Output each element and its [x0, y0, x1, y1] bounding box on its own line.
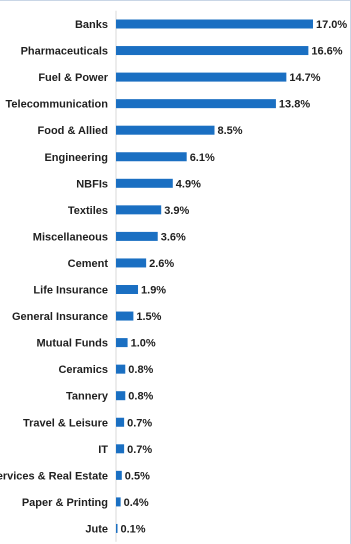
category-label: Food & Allied	[38, 125, 108, 137]
bar	[116, 19, 313, 29]
value-label: 3.9%	[164, 205, 189, 217]
category-label: Jute	[85, 523, 108, 535]
category-label: Miscellaneous	[33, 231, 108, 243]
bar	[116, 523, 118, 533]
category-label: Cement	[68, 258, 109, 270]
value-label: 0.7%	[127, 444, 152, 456]
category-label: Banks	[75, 19, 108, 31]
bar	[116, 497, 121, 507]
bar	[116, 178, 173, 188]
bar	[116, 72, 287, 82]
value-label: 16.6%	[311, 46, 342, 58]
value-label: 2.6%	[149, 258, 174, 270]
value-label: 0.1%	[121, 523, 146, 535]
bar	[116, 99, 276, 109]
category-label: Textiles	[68, 205, 108, 217]
bar	[116, 364, 126, 374]
category-label: Travel & Leisure	[23, 417, 108, 429]
value-label: 1.9%	[141, 285, 166, 297]
value-label: 1.0%	[131, 338, 156, 350]
bar	[116, 417, 125, 427]
bar	[116, 231, 158, 241]
value-label: 0.7%	[127, 417, 152, 429]
bar	[116, 311, 134, 321]
value-label: 8.5%	[218, 125, 243, 137]
category-label: General Insurance	[12, 311, 108, 323]
bar	[116, 205, 162, 215]
value-label: 17.0%	[316, 19, 347, 31]
category-label: Life Insurance	[33, 285, 108, 297]
category-label: Tannery	[66, 391, 109, 403]
bar	[116, 125, 215, 135]
bar	[116, 338, 128, 348]
category-label: Fuel & Power	[38, 72, 108, 84]
value-label: 6.1%	[190, 152, 215, 164]
value-label: 14.7%	[289, 72, 320, 84]
value-label: 0.4%	[124, 497, 149, 509]
value-label: 4.9%	[176, 178, 201, 190]
category-label: Pharmaceuticals	[21, 46, 108, 58]
category-label: Services & Real Estate	[0, 470, 108, 482]
value-label: 0.5%	[125, 470, 150, 482]
bar	[116, 470, 122, 480]
bar	[116, 152, 187, 162]
value-labels: 17.0% 16.6% 14.7% 13.8% 8.5% 6.1% 4.9% 3.9% 3.6%…	[121, 19, 348, 535]
value-label: 3.6%	[161, 231, 186, 243]
category-label: Mutual Funds	[37, 338, 109, 350]
category-label: Telecommunication	[6, 99, 109, 111]
value-label: 0.8%	[128, 391, 153, 403]
category-label: Ceramics	[58, 364, 108, 376]
category-labels: Banks Pharmaceuticals Fuel & Power Telecomm…	[0, 19, 109, 535]
bars	[115, 10, 313, 542]
category-label: Paper & Printing	[22, 497, 108, 509]
bar	[116, 46, 309, 56]
category-label: Engineering	[44, 152, 108, 164]
category-label: NBFIs	[76, 178, 108, 190]
value-label: 13.8%	[279, 99, 310, 111]
bar	[116, 258, 147, 268]
bar	[116, 285, 139, 294]
value-label: 0.8%	[128, 364, 153, 376]
bar	[116, 444, 125, 454]
value-label: 1.5%	[136, 311, 161, 323]
category-label: IT	[98, 444, 108, 456]
bar	[116, 391, 126, 401]
